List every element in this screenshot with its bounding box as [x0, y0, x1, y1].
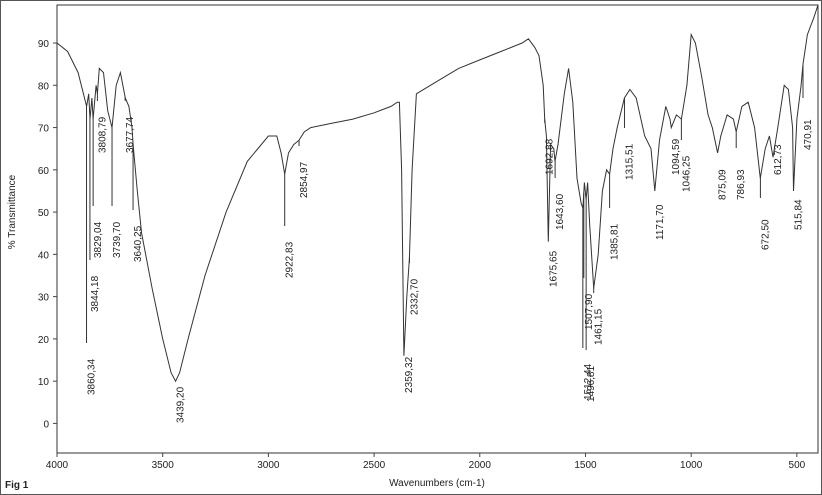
peak-label: 1046,25 — [681, 155, 692, 192]
y-tick-label: 90 — [38, 39, 50, 50]
peak-label: 1692,88 — [545, 138, 556, 175]
y-tick-label: 30 — [38, 293, 50, 304]
peak-label: 3844,18 — [90, 275, 101, 312]
x-tick-label: 4000 — [46, 460, 69, 471]
plot-area — [56, 4, 819, 454]
x-axis-label: Wavenumbers (cm-1) — [389, 478, 485, 489]
x-tick-label: 1000 — [680, 460, 703, 471]
peak-label: 3829,04 — [93, 221, 104, 258]
peak-label: 2922,83 — [285, 241, 296, 278]
peak-label: 3640,25 — [133, 225, 144, 262]
peak-label: 1385,81 — [610, 223, 621, 260]
peak-label: 1171,70 — [655, 204, 666, 240]
x-tick-label: 2000 — [469, 460, 492, 471]
peak-label: 3677,74 — [125, 116, 136, 153]
peak-label: 1507,90 — [584, 293, 595, 330]
peak-label: 3739,70 — [112, 221, 123, 258]
y-tick-label: 10 — [38, 377, 50, 388]
peak-label: 3860,34 — [87, 358, 98, 395]
x-tick-label: 3000 — [257, 460, 280, 471]
peak-label: 875,09 — [718, 169, 729, 200]
y-axis-label: % Transmittance — [7, 174, 18, 249]
peak-label: 470,91 — [803, 119, 814, 150]
peak-label: 1496,81 — [586, 365, 597, 402]
peak-label: 1461,15 — [594, 308, 605, 345]
y-tick-label: 20 — [38, 335, 50, 346]
peak-label: 1643,60 — [555, 193, 566, 230]
y-tick-label: 60 — [38, 166, 50, 177]
peak-label: 786,93 — [736, 169, 747, 200]
peak-label: 3808,79 — [97, 116, 108, 153]
x-tick-label: 2500 — [363, 460, 386, 471]
spectrum-line — [56, 4, 819, 383]
peak-label: 3439,20 — [176, 386, 187, 423]
peak-label: 1675,65 — [548, 250, 559, 287]
peak-label: 2359,32 — [404, 356, 415, 393]
peak-label: 672,50 — [760, 219, 771, 250]
x-tick-label: 1500 — [574, 460, 597, 471]
x-tick-label: 500 — [789, 460, 806, 471]
peak-label: 1315,51 — [624, 143, 635, 180]
peak-label: 1512,44 — [583, 363, 594, 400]
y-tick-label: 40 — [38, 250, 50, 261]
y-tick-label: 80 — [38, 81, 50, 92]
y-tick-label: 50 — [38, 208, 50, 219]
x-tick-label: 3500 — [152, 460, 175, 471]
peak-label: 2854,97 — [299, 161, 310, 198]
peak-label: 1094,59 — [671, 138, 682, 175]
peak-label: 515,84 — [794, 199, 805, 230]
y-tick-label: 70 — [38, 124, 50, 135]
peak-label: 2332,70 — [409, 278, 420, 315]
peak-label: 612,73 — [773, 144, 784, 175]
y-tick-label: 0 — [43, 419, 49, 430]
caption: Fig 1 — [5, 480, 29, 491]
